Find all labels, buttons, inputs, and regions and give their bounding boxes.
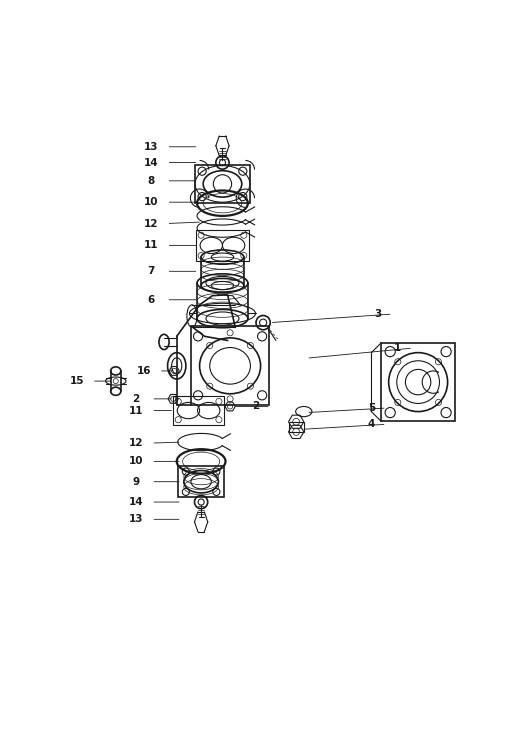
Text: 16: 16 [136, 366, 151, 376]
Text: 13: 13 [129, 514, 143, 524]
Text: 14: 14 [129, 497, 144, 507]
Text: 6: 6 [148, 295, 155, 305]
Text: 5: 5 [368, 403, 375, 413]
Text: 12: 12 [129, 438, 143, 448]
Text: 2: 2 [132, 394, 140, 404]
Bar [195, 165, 250, 203]
Bar [196, 230, 249, 261]
Text: 9: 9 [132, 477, 140, 487]
Bar [178, 466, 224, 498]
Text: 8: 8 [148, 176, 155, 186]
Text: 4: 4 [368, 420, 375, 429]
Text: 11: 11 [129, 405, 143, 416]
Text: 1: 1 [394, 343, 402, 353]
Bar [191, 326, 269, 405]
Text: 10: 10 [129, 456, 143, 466]
Text: 14: 14 [144, 158, 158, 168]
Text: 15: 15 [69, 376, 84, 386]
Text: 3: 3 [374, 309, 381, 319]
Bar [173, 396, 224, 426]
Text: 10: 10 [144, 197, 158, 208]
Text: 12: 12 [144, 219, 158, 229]
Text: 13: 13 [144, 142, 158, 152]
Bar [289, 422, 304, 432]
Bar [381, 343, 455, 421]
Text: 2: 2 [252, 402, 259, 411]
Text: 11: 11 [144, 241, 158, 250]
Text: 7: 7 [148, 266, 155, 276]
